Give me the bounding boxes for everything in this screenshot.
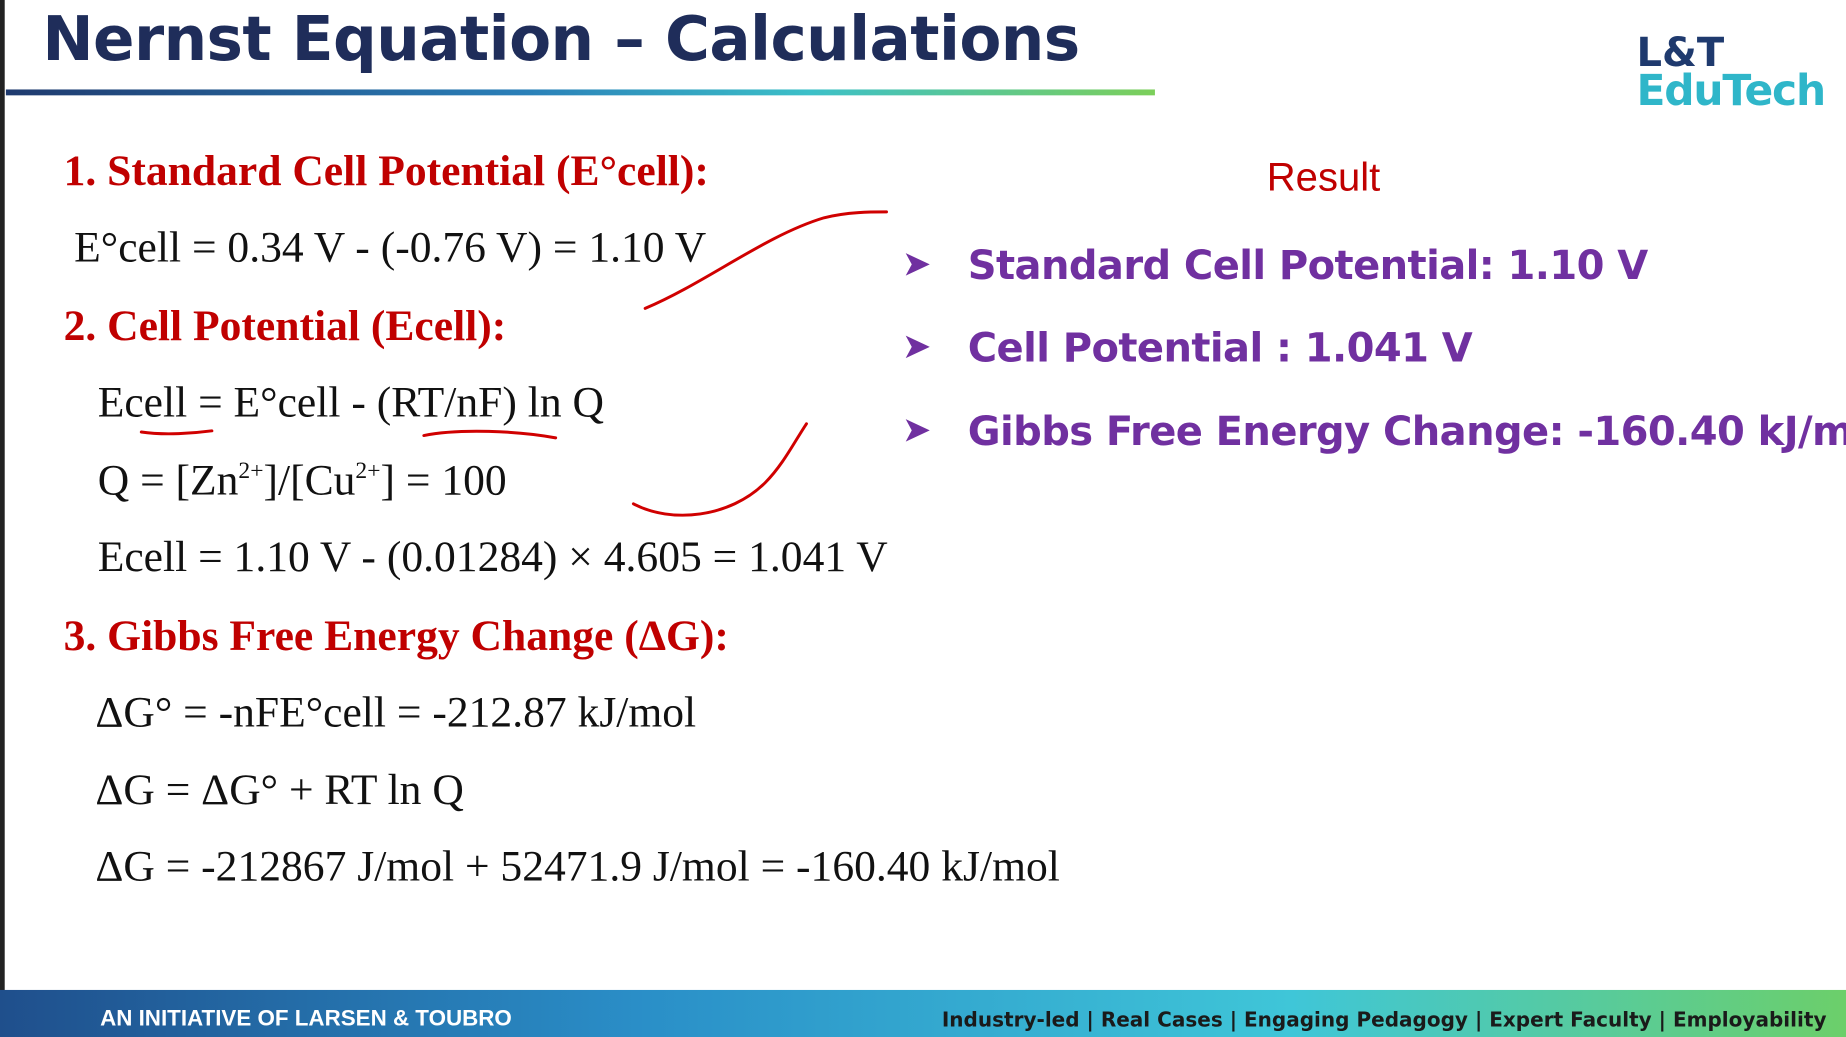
slide-title: Nernst Equation – Calculations (42, 4, 1080, 76)
equation: ΔG° = -nFE°cell = -212.87 kJ/mol (95, 691, 696, 735)
eq-text: ΔG = ΔG° + RT ln Q (95, 766, 464, 815)
equation: Ecell = E°cell - (RT/nF) ln Q (98, 381, 604, 425)
equation: ΔG = ΔG° + RT ln Q (95, 769, 463, 813)
logo-text: EduTech (1636, 67, 1826, 116)
footer-text: Industry-led | Real Cases | Engaging Ped… (941, 1008, 1827, 1033)
result-bullet: Cell Potential : 1.041 V (967, 324, 1473, 372)
title-rule (5, 89, 1155, 96)
ink-stroke (643, 210, 888, 310)
bullet-arrow: ➤ (901, 410, 932, 450)
window-edge (0, 0, 5, 1037)
result-bullet: Standard Cell Potential: 1.10 V (967, 242, 1649, 290)
eq-text: Q = [Zn (97, 456, 239, 505)
eq-text: ]/[Cu (263, 456, 356, 505)
superscript: 2+ (238, 457, 264, 484)
eq-text: ΔG = -212867 J/mol + 52471.9 J/mol = -16… (95, 842, 1060, 892)
equation: Ecell = 1.10 V - (0.01284) × 4.605 = 1.0… (98, 536, 888, 580)
footer-bar (0, 989, 1846, 1037)
equation: ΔG = -212867 J/mol + 52471.9 J/mol = -16… (95, 845, 1059, 889)
result-title: Result (1266, 155, 1381, 201)
equation: E°cell = 0.34 V - (-0.76 V) = 1.10 V (74, 226, 706, 270)
ink-stroke (631, 422, 808, 517)
superscript: 2+ (355, 457, 381, 484)
section-heading: 1. Standard Cell Potential (E°cell): (63, 147, 709, 196)
eq-text: Ecell = E°cell - (RT/nF) ln Q (97, 379, 605, 428)
eq-text: ] = 100 (380, 456, 507, 505)
section-heading: 3. Gibbs Free Energy Change (ΔG): (63, 612, 729, 661)
result-bullet: Gibbs Free Energy Change: -160.40 kJ/mol… (967, 408, 1846, 456)
logo-text: L&T (1636, 29, 1725, 77)
eq-text: E°cell = 0.34 V - (-0.76 V) = 1.10 V (74, 223, 707, 272)
equation: Q = [Zn2+]/[Cu2+] = 100 (98, 459, 507, 503)
section-heading: 2. Cell Potential (Ecell): (63, 302, 507, 351)
bullet-arrow: ➤ (901, 327, 932, 367)
eq-text: ΔG° = -nFE°cell = -212.87 kJ/mol (95, 688, 697, 737)
eq-text: Ecell = 1.10 V - (0.01284) × 4.605 = 1.0… (97, 533, 888, 582)
bullet-arrow: ➤ (901, 244, 932, 284)
footer-text: AN INITIATIVE OF LARSEN & TOUBRO (100, 1006, 512, 1032)
ink-stroke (139, 429, 214, 436)
ink-stroke (422, 429, 558, 440)
